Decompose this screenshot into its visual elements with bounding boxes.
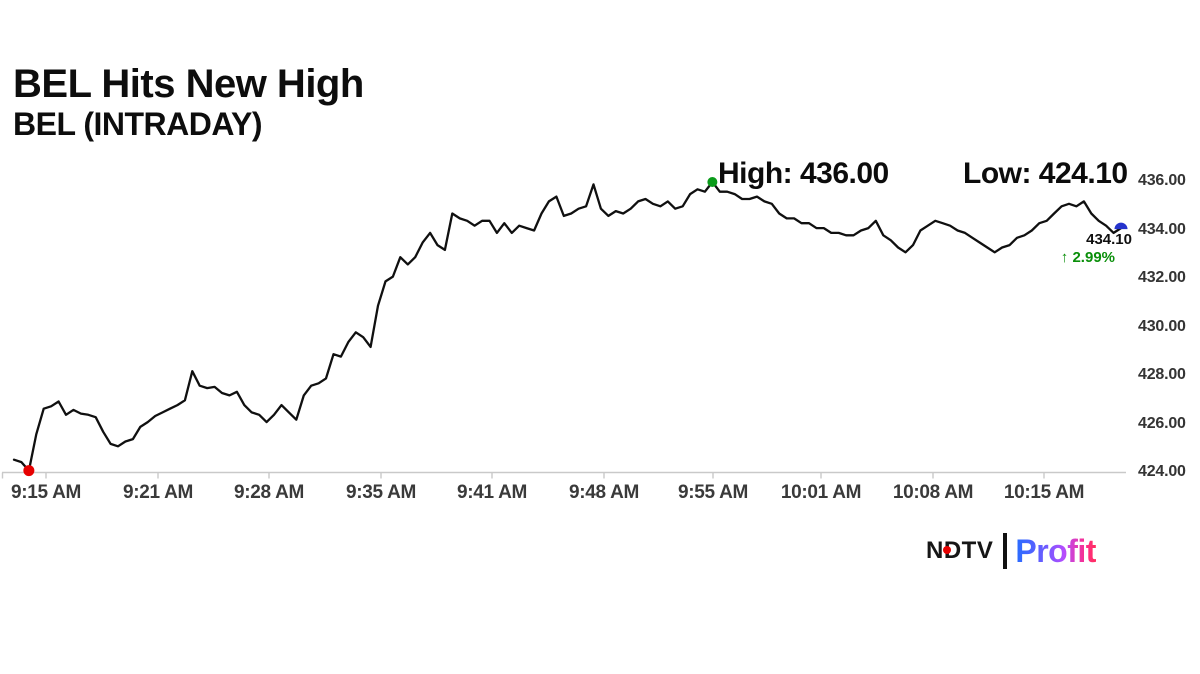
low-annotation: Low: 424.10 [963,157,1128,190]
y-tick-label: 434.00 [1138,220,1186,238]
x-tick-label: 9:35 AM [345,482,417,503]
high-point-marker [707,177,718,187]
y-tick-label: 428.00 [1138,366,1186,383]
change-percent-label: ↑ 2.99% [1060,249,1115,266]
ndtv-logo-text: NDTV [926,537,994,564]
page-title: BEL Hits New High [13,62,364,106]
logo-divider [1003,533,1008,569]
y-tick-label: 426.00 [1138,414,1186,432]
x-tick-label: 10:15 AM [1003,482,1085,503]
y-tick-label: 432.00 [1138,269,1186,286]
price-line [12,180,1123,472]
y-tick-label: 436.00 [1138,172,1186,189]
x-tick-label: 10:01 AM [780,482,862,503]
last-price-marker [1114,222,1128,230]
profit-logo-text: Profit [1015,533,1096,569]
x-tick-label: 9:48 AM [568,482,640,503]
x-tick-label: 9:41 AM [456,482,528,503]
ndtv-red-dot-icon [943,546,951,554]
last-price-label: 434.10 [1086,231,1132,248]
x-tick-label: 9:15 AM [10,482,82,503]
low-point-marker [23,465,35,477]
ndtv-profit-logo: NDTV Profit [926,531,1096,571]
ndtv-logo: NDTV [926,531,993,571]
high-annotation: High: 436.00 [718,157,889,190]
chart-subtitle: BEL (INTRADAY) [13,106,263,142]
x-tick-label: 9:55 AM [677,482,749,503]
y-tick-label: 424.00 [1138,463,1186,480]
x-tick-label: 9:21 AM [122,482,194,503]
y-tick-label: 430.00 [1138,317,1186,335]
x-tick-label: 9:28 AM [233,482,305,503]
x-tick-label: 10:08 AM [892,482,974,503]
